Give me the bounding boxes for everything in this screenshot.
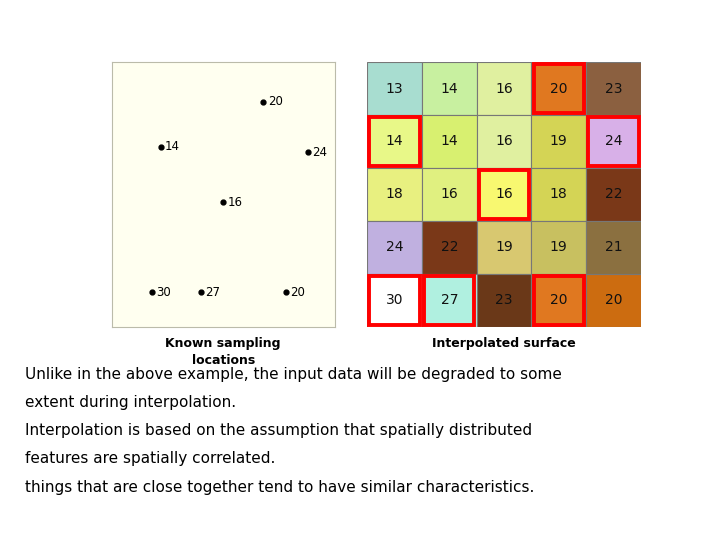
Text: 20: 20 — [550, 293, 567, 307]
Bar — [531, 115, 586, 168]
Bar — [367, 221, 422, 274]
Text: 16: 16 — [495, 134, 513, 149]
Text: 30: 30 — [156, 286, 171, 299]
Bar — [367, 62, 422, 115]
Text: Interpolated surface: Interpolated surface — [432, 338, 576, 350]
Bar — [367, 168, 422, 221]
Text: 14: 14 — [386, 134, 403, 149]
Text: 27: 27 — [205, 286, 220, 299]
Text: 20: 20 — [290, 286, 305, 299]
Bar — [369, 117, 420, 166]
Bar — [477, 168, 531, 221]
Text: 22: 22 — [441, 240, 458, 254]
Text: Unlike in the above example, the input data will be degraded to some: Unlike in the above example, the input d… — [25, 367, 562, 382]
Bar — [422, 62, 477, 115]
Text: 24: 24 — [312, 146, 328, 159]
Text: 30: 30 — [386, 293, 403, 307]
Text: 23: 23 — [605, 82, 622, 96]
Text: 19: 19 — [550, 240, 567, 254]
Text: 16: 16 — [495, 82, 513, 96]
Text: 23: 23 — [495, 293, 513, 307]
Text: 16: 16 — [441, 187, 458, 201]
Bar — [422, 115, 477, 168]
Bar — [422, 168, 477, 221]
Bar — [531, 62, 586, 115]
Bar — [586, 115, 641, 168]
Text: 14: 14 — [441, 82, 458, 96]
Text: extent during interpolation.: extent during interpolation. — [25, 395, 236, 410]
Bar — [369, 276, 420, 325]
Text: 18: 18 — [386, 187, 403, 201]
Bar — [531, 221, 586, 274]
Bar — [477, 62, 531, 115]
Bar — [477, 274, 531, 327]
Text: Interpolation is based on the assumption that spatially distributed: Interpolation is based on the assumption… — [25, 423, 532, 438]
Bar — [424, 276, 474, 325]
Text: 21: 21 — [605, 240, 622, 254]
Bar — [422, 274, 477, 327]
Text: 24: 24 — [386, 240, 403, 254]
Bar — [477, 221, 531, 274]
Bar — [531, 168, 586, 221]
Bar — [477, 115, 531, 168]
Text: 20: 20 — [550, 82, 567, 96]
Text: 18: 18 — [550, 187, 567, 201]
Text: 22: 22 — [605, 187, 622, 201]
Text: Known sampling
locations: Known sampling locations — [166, 338, 281, 367]
Bar — [586, 62, 641, 115]
Bar — [586, 168, 641, 221]
Text: features are spatially correlated.: features are spatially correlated. — [25, 451, 276, 467]
Text: 27: 27 — [441, 293, 458, 307]
Bar — [422, 221, 477, 274]
Text: 20: 20 — [605, 293, 622, 307]
Bar — [531, 274, 586, 327]
Text: 19: 19 — [495, 240, 513, 254]
Bar — [586, 274, 641, 327]
Text: 14: 14 — [441, 134, 458, 149]
Bar — [367, 115, 422, 168]
Bar — [367, 274, 422, 327]
Bar — [534, 64, 584, 113]
Text: 19: 19 — [550, 134, 567, 149]
Bar — [586, 221, 641, 274]
Text: 24: 24 — [605, 134, 622, 149]
Text: 20: 20 — [268, 95, 283, 109]
Text: 14: 14 — [165, 140, 180, 153]
Text: 13: 13 — [386, 82, 403, 96]
Bar — [588, 117, 639, 166]
Text: things that are close together tend to have similar characteristics.: things that are close together tend to h… — [25, 480, 534, 495]
Text: 16: 16 — [495, 187, 513, 201]
Bar — [479, 170, 529, 219]
Text: 16: 16 — [228, 196, 243, 209]
Bar — [534, 276, 584, 325]
